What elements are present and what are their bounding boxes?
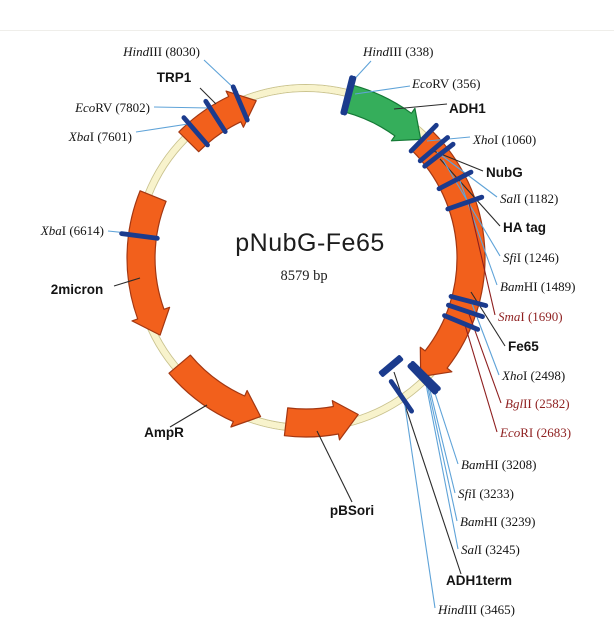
site-label-smai-1690: SmaI (1690) (498, 309, 563, 324)
site-label-bamhi-1489: BamHI (1489) (500, 279, 575, 294)
leader-sfii-3233 (427, 381, 456, 494)
site-label-sali-1182: SalI (1182) (500, 191, 558, 206)
restriction-site-ticks (119, 75, 489, 414)
leader-lines (107, 59, 506, 609)
gene-arrow-pbsori (283, 400, 359, 441)
tick-ecorv-356 (342, 75, 357, 116)
gene-label-adh1term: ADH1term (446, 573, 512, 588)
leader-ampr (169, 404, 208, 428)
gene-label-nubg: NubG (486, 165, 523, 180)
leader-xbai-7601 (135, 123, 189, 133)
gene-arrow-nubg-fe65 (411, 130, 486, 378)
site-label-hindiii-3465: HindIII (3465) (437, 602, 515, 617)
tick-sali-1182 (417, 135, 451, 164)
tick-ecorv-7802 (203, 98, 228, 135)
leader-smai-1690 (468, 202, 496, 316)
site-label-xhoi-2498: XhoI (2498) (501, 368, 565, 383)
leader-hindiii-3465 (403, 398, 436, 609)
adh1term-bar (378, 355, 404, 377)
leader-sali-3245 (425, 383, 459, 550)
site-label-sfii-1246: SfiI (1246) (503, 250, 559, 265)
site-label-sali-3245: SalI (3245) (461, 542, 520, 557)
gene-label-ampr: AmpR (144, 425, 184, 440)
labels: TRP1 ADH1 NubG HA tag Fe65 2micron AmpR pBSori A… (40, 44, 576, 617)
site-label-ecorv-356: EcoRV (356) (411, 76, 480, 91)
site-label-xhoi-1060: XhoI (1060) (472, 132, 536, 147)
gene-arrow-adh1 (344, 84, 422, 142)
tick-bamhi-1489 (436, 169, 474, 192)
site-label-ecorv-7802: EcoRV (7802) (74, 100, 150, 115)
tick-bamhi-3208 (410, 360, 441, 392)
tick-xbai-6614 (119, 231, 160, 241)
leader-ecorv-356 (354, 85, 411, 95)
site-label-hindiii-338: HindIII (338) (362, 44, 433, 59)
leader-trp1 (199, 87, 217, 105)
tick-xhoi-2498 (448, 293, 489, 309)
tick-xbai-7601 (181, 115, 210, 148)
tick-xhoi-1060 (408, 122, 439, 154)
leader-sfii-1246 (442, 159, 501, 257)
site-label-xbai-6614: XbaI (6614) (40, 223, 104, 238)
tick-hindiii-8030 (230, 84, 250, 123)
leader-ecori-2683 (464, 324, 498, 433)
site-label-ecori-2683: EcoRI (2683) (499, 425, 571, 440)
tick-ecori-2683 (442, 313, 481, 332)
leader-bamhi-1489 (459, 180, 498, 286)
gene-arrow-2micron (126, 190, 171, 336)
site-label-sfii-3233: SfiI (3233) (458, 486, 514, 501)
tick-hindiii-3465 (388, 379, 415, 414)
tick-bglii-2582 (445, 302, 485, 320)
tick-smai-1690 (445, 194, 485, 212)
site-label-bamhi-3208: BamHI (3208) (461, 457, 536, 472)
gene-label-trp1: TRP1 (157, 70, 192, 85)
leader-adh1 (393, 103, 448, 110)
gene-label-pbsori: pBSori (330, 503, 374, 518)
gene-label-fe65: Fe65 (508, 339, 539, 354)
gene-label-ha-tag: HA tag (503, 220, 546, 235)
plasmid-title: pNubG-Fe65 (235, 229, 385, 257)
site-label-bglii-2582: BglII (2582) (505, 396, 570, 411)
leader-bamhi-3239 (426, 382, 458, 522)
leader-pbsori (316, 430, 353, 503)
gene-label-adh1: ADH1 (449, 101, 486, 116)
tick-sfii-1246 (422, 141, 456, 169)
feature-bars (378, 355, 404, 377)
plasmid-size: 8579 bp (280, 268, 327, 284)
site-label-hindiii-8030: HindIII (8030) (122, 44, 200, 59)
gene-arrow-ampr (168, 354, 262, 428)
tick-sali-3245 (407, 363, 438, 395)
leader-ha-tag (439, 158, 501, 227)
gene-label-2micron: 2micron (51, 282, 104, 297)
leader-2micron (113, 277, 141, 287)
site-label-bamhi-3239: BamHI (3239) (460, 514, 535, 529)
site-label-xbai-7601: XbaI (7601) (68, 129, 132, 144)
leader-ecorv-7802 (153, 106, 210, 109)
